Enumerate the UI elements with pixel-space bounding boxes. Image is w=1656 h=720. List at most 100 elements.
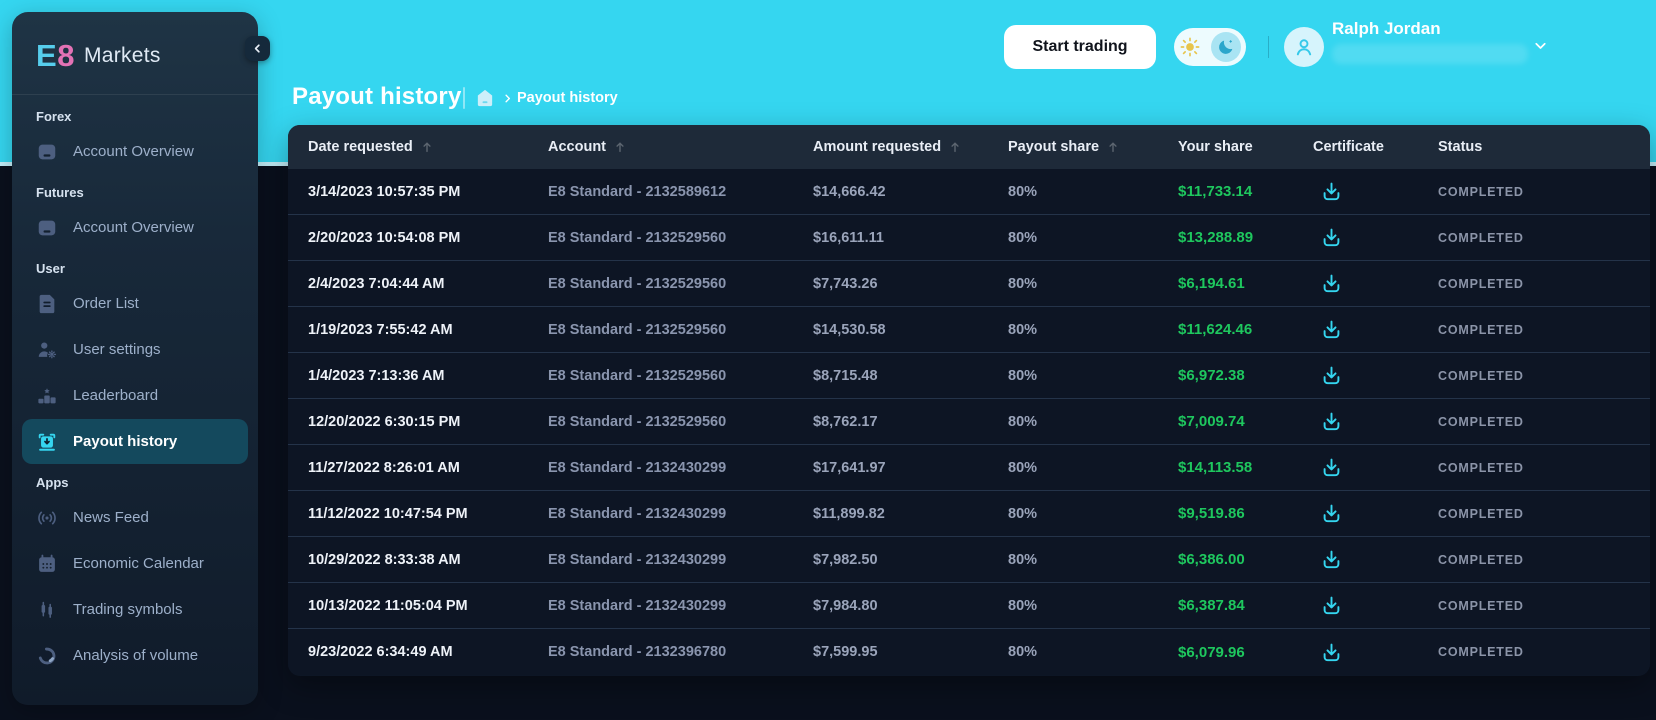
chevron-down-icon[interactable] [1532, 37, 1549, 59]
cell-account: E8 Standard - 2132430299 [548, 551, 727, 568]
person-icon [1296, 39, 1312, 56]
status-badge: COMPLETED [1438, 368, 1524, 383]
sidebar-divider [12, 94, 258, 95]
download-icon[interactable] [1319, 364, 1343, 388]
theme-toggle[interactable] [1174, 28, 1246, 66]
brand-mark: E8 [36, 38, 75, 73]
download-icon[interactable] [1319, 410, 1343, 434]
column-header-amount-requested[interactable]: Amount requested [793, 139, 988, 155]
sidebar-item-user-settings[interactable]: User settings [22, 327, 248, 372]
chevron-left-icon [254, 44, 260, 53]
home-icon[interactable] [474, 87, 496, 109]
sidebar-item-leaderboard[interactable]: Leaderboard [22, 373, 248, 418]
column-header-label: Account [548, 139, 606, 155]
cell-payout-share: 80% [1008, 183, 1038, 200]
sidebar: E8 Markets Forex Account Overview Futures A… [12, 12, 270, 705]
chevron-right-icon [502, 91, 513, 109]
cell-date-requested: 9/23/2022 6:34:49 AM [308, 644, 453, 660]
cell-payout-share: 80% [1008, 597, 1038, 614]
cell-your-share: $9,519.86 [1178, 505, 1245, 522]
download-icon[interactable] [1319, 318, 1343, 342]
status-badge: COMPLETED [1438, 276, 1524, 291]
status-badge: COMPLETED [1438, 414, 1524, 429]
cell-account: E8 Standard - 2132430299 [548, 597, 727, 614]
sidebar-item-account-overview[interactable]: Account Overview [22, 129, 248, 174]
download-icon[interactable] [1319, 272, 1343, 296]
cell-amount-requested: $7,982.50 [813, 551, 878, 568]
cell-account: E8 Standard - 2132529560 [548, 367, 727, 384]
cell-payout-share: 80% [1008, 367, 1038, 384]
table-row: 2/20/2023 10:54:08 PM E8 Standard - 21325… [288, 215, 1650, 261]
sidebar-item-trading-symbols[interactable]: Trading symbols [22, 587, 248, 632]
sidebar-item-label: Economic Calendar [73, 555, 204, 572]
download-icon[interactable] [1319, 640, 1343, 664]
sidebar-item-economic-calendar[interactable]: Economic Calendar [22, 541, 248, 586]
cell-account: E8 Standard - 2132430299 [548, 505, 727, 522]
payout-table: Date requested Account Amount requested Pay… [288, 125, 1650, 676]
cell-date-requested: 11/12/2022 10:47:54 PM [308, 505, 468, 522]
cell-account: E8 Standard - 2132529560 [548, 321, 727, 338]
cell-your-share: $6,079.96 [1178, 643, 1245, 661]
sidebar-item-label: Order List [73, 295, 139, 312]
cell-payout-share: 80% [1008, 551, 1038, 568]
cell-account: E8 Standard - 2132529560 [548, 413, 727, 430]
cell-date-requested: 12/20/2022 6:30:15 PM [308, 413, 461, 430]
download-icon[interactable] [1319, 502, 1343, 526]
table-row: 11/12/2022 10:47:54 PM E8 Standard - 2132… [288, 491, 1650, 537]
status-badge: COMPLETED [1438, 460, 1524, 475]
status-badge: COMPLETED [1438, 552, 1524, 567]
download-icon[interactable] [1319, 180, 1343, 204]
cell-amount-requested: $17,641.97 [813, 459, 886, 476]
sidebar-item-analysis-of-volume[interactable]: Analysis of volume [22, 633, 248, 678]
status-badge: COMPLETED [1438, 598, 1524, 613]
user-settings-icon [35, 338, 58, 361]
moon-icon [1211, 32, 1241, 62]
cell-your-share: $6,972.38 [1178, 367, 1245, 384]
download-icon[interactable] [1319, 226, 1343, 250]
sidebar-section-label: Apps [36, 475, 69, 490]
cell-date-requested: 10/29/2022 8:33:38 AM [308, 551, 461, 568]
download-icon[interactable] [1319, 548, 1343, 572]
leaderboard-icon [35, 384, 58, 407]
sidebar-item-label: Account Overview [73, 143, 194, 160]
column-header-payout-share[interactable]: Payout share [988, 139, 1158, 155]
sidebar-collapse-button[interactable] [245, 36, 270, 61]
cell-amount-requested: $14,666.42 [813, 183, 886, 200]
page-title: Payout history [292, 83, 462, 110]
column-header-date-requested[interactable]: Date requested [288, 139, 528, 155]
cell-date-requested: 10/13/2022 11:05:04 PM [308, 597, 468, 614]
cell-amount-requested: $11,899.82 [813, 505, 885, 522]
start-trading-button[interactable]: Start trading [1004, 25, 1156, 69]
sidebar-item-payout-history[interactable]: Payout history [22, 419, 248, 464]
cell-your-share: $14,113.58 [1178, 459, 1253, 476]
account-overview-icon [35, 216, 58, 239]
user-avatar[interactable] [1284, 27, 1324, 67]
brand-text: Markets [83, 44, 161, 67]
analysis-of-volume-icon [35, 644, 58, 667]
cell-account: E8 Standard - 2132529560 [548, 229, 727, 246]
column-header-label: Certificate [1313, 139, 1384, 155]
sun-icon [1179, 36, 1201, 58]
cell-amount-requested: $8,715.48 [813, 367, 878, 384]
cell-your-share: $7,009.74 [1178, 413, 1245, 430]
sidebar-item-order-list[interactable]: Order List [22, 281, 248, 326]
sidebar-item-news-feed[interactable]: News Feed [22, 495, 248, 540]
download-icon[interactable] [1319, 594, 1343, 618]
cell-certificate [1293, 364, 1418, 388]
table-row: 11/27/2022 8:26:01 AM E8 Standard - 21324… [288, 445, 1650, 491]
sort-asc-icon [420, 140, 434, 154]
cell-amount-requested: $7,599.95 [813, 644, 878, 660]
user-name[interactable]: Ralph Jordan [1332, 19, 1441, 38]
cell-date-requested: 2/4/2023 7:04:44 AM [308, 275, 445, 292]
cell-amount-requested: $16,611.11 [813, 229, 884, 246]
cell-certificate [1293, 640, 1418, 664]
column-header-account[interactable]: Account [528, 139, 793, 155]
sidebar-section-label: Forex [36, 109, 72, 124]
column-header-label: Payout share [1008, 139, 1100, 155]
cell-certificate [1293, 272, 1418, 296]
column-header-label: Status [1438, 139, 1483, 155]
download-icon[interactable] [1319, 456, 1343, 480]
cell-your-share: $13,288.89 [1178, 229, 1254, 246]
cell-certificate [1293, 226, 1418, 250]
sidebar-item-account-overview[interactable]: Account Overview [22, 205, 248, 250]
